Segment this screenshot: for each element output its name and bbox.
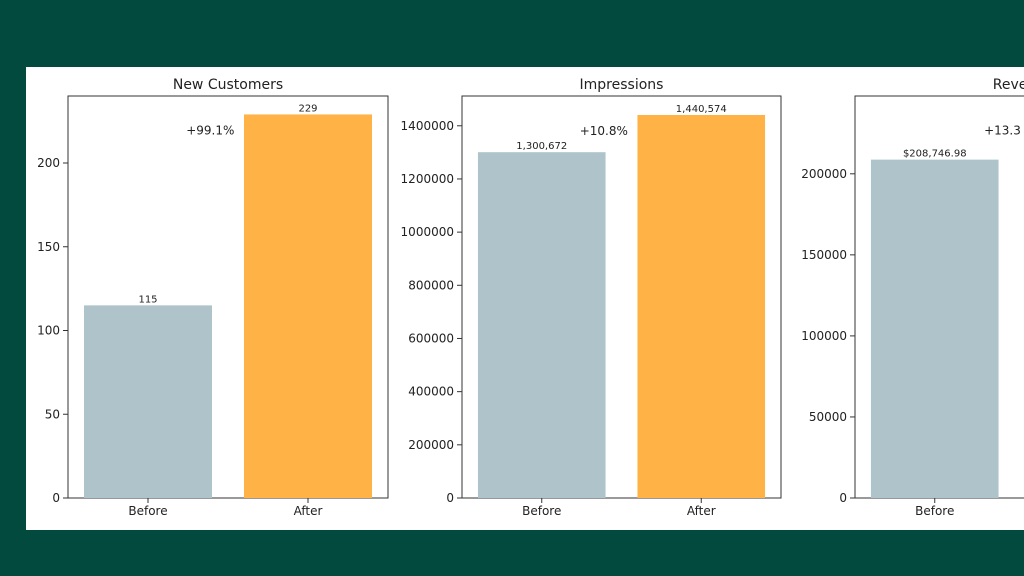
- bar-value-label: 1,440,574: [676, 104, 727, 115]
- y-tick-label: 200000: [801, 167, 847, 181]
- y-tick-label: 1000000: [401, 225, 454, 239]
- y-tick-label: 50: [45, 407, 60, 421]
- plot-frame: [854, 95, 1024, 499]
- bar-value-label: 115: [138, 294, 157, 305]
- pct-change-label: +13.3: [984, 124, 1021, 138]
- chart-panel: New Customers 0 50 100 150 200 115 Before 229 Aft…: [26, 67, 1024, 530]
- x-tick-label: Before: [522, 504, 561, 518]
- y-tick-label: 1400000: [401, 119, 454, 133]
- y-tick-label: 600000: [408, 331, 454, 345]
- pct-change-box: [581, 121, 632, 140]
- bar-after: [244, 114, 372, 499]
- y-tick-label: 100000: [801, 329, 847, 343]
- y-tick-label: 0: [446, 491, 454, 505]
- bar-after: [637, 114, 766, 499]
- chart-title: New Customers: [173, 77, 283, 93]
- bar-before: [870, 159, 999, 498]
- bar-before: [84, 305, 212, 498]
- y-tick-label: 800000: [408, 278, 454, 292]
- pct-change-label: +10.8%: [580, 124, 628, 138]
- plot-frame: [461, 95, 782, 499]
- y-tick-label: 50000: [809, 410, 847, 424]
- y-tick-label: 200000: [408, 438, 454, 452]
- bar-before: [477, 152, 606, 498]
- x-tick-label: After: [294, 504, 323, 518]
- y-tick-label: 400000: [408, 385, 454, 399]
- y-tick-label: 200: [37, 156, 60, 170]
- charts-figure: New Customers 0 50 100 150 200 115 Before 229 Aft…: [37, 77, 1024, 518]
- pct-change-label: +99.1%: [186, 123, 234, 137]
- y-tick-label: 0: [52, 491, 60, 505]
- bar-value-label: $208,746.98: [903, 149, 967, 160]
- x-tick-label: After: [687, 504, 716, 518]
- bar-value-label: 1,300,672: [516, 141, 567, 152]
- x-tick-label: Before: [915, 504, 954, 518]
- plot-frame: [67, 95, 389, 499]
- y-tick-label: 150: [37, 240, 60, 254]
- chart-title: Reven: [993, 77, 1024, 93]
- bar-value-label: 229: [298, 103, 317, 114]
- chart-title: Impressions: [580, 77, 664, 93]
- pct-change-box: [974, 121, 1024, 140]
- y-tick-label: 150000: [801, 248, 847, 262]
- y-tick-label: 1200000: [401, 172, 454, 186]
- pct-change-box: [188, 121, 239, 140]
- y-tick-label: 0: [839, 491, 847, 505]
- y-tick-label: 100: [37, 324, 60, 338]
- x-tick-label: Before: [128, 504, 167, 518]
